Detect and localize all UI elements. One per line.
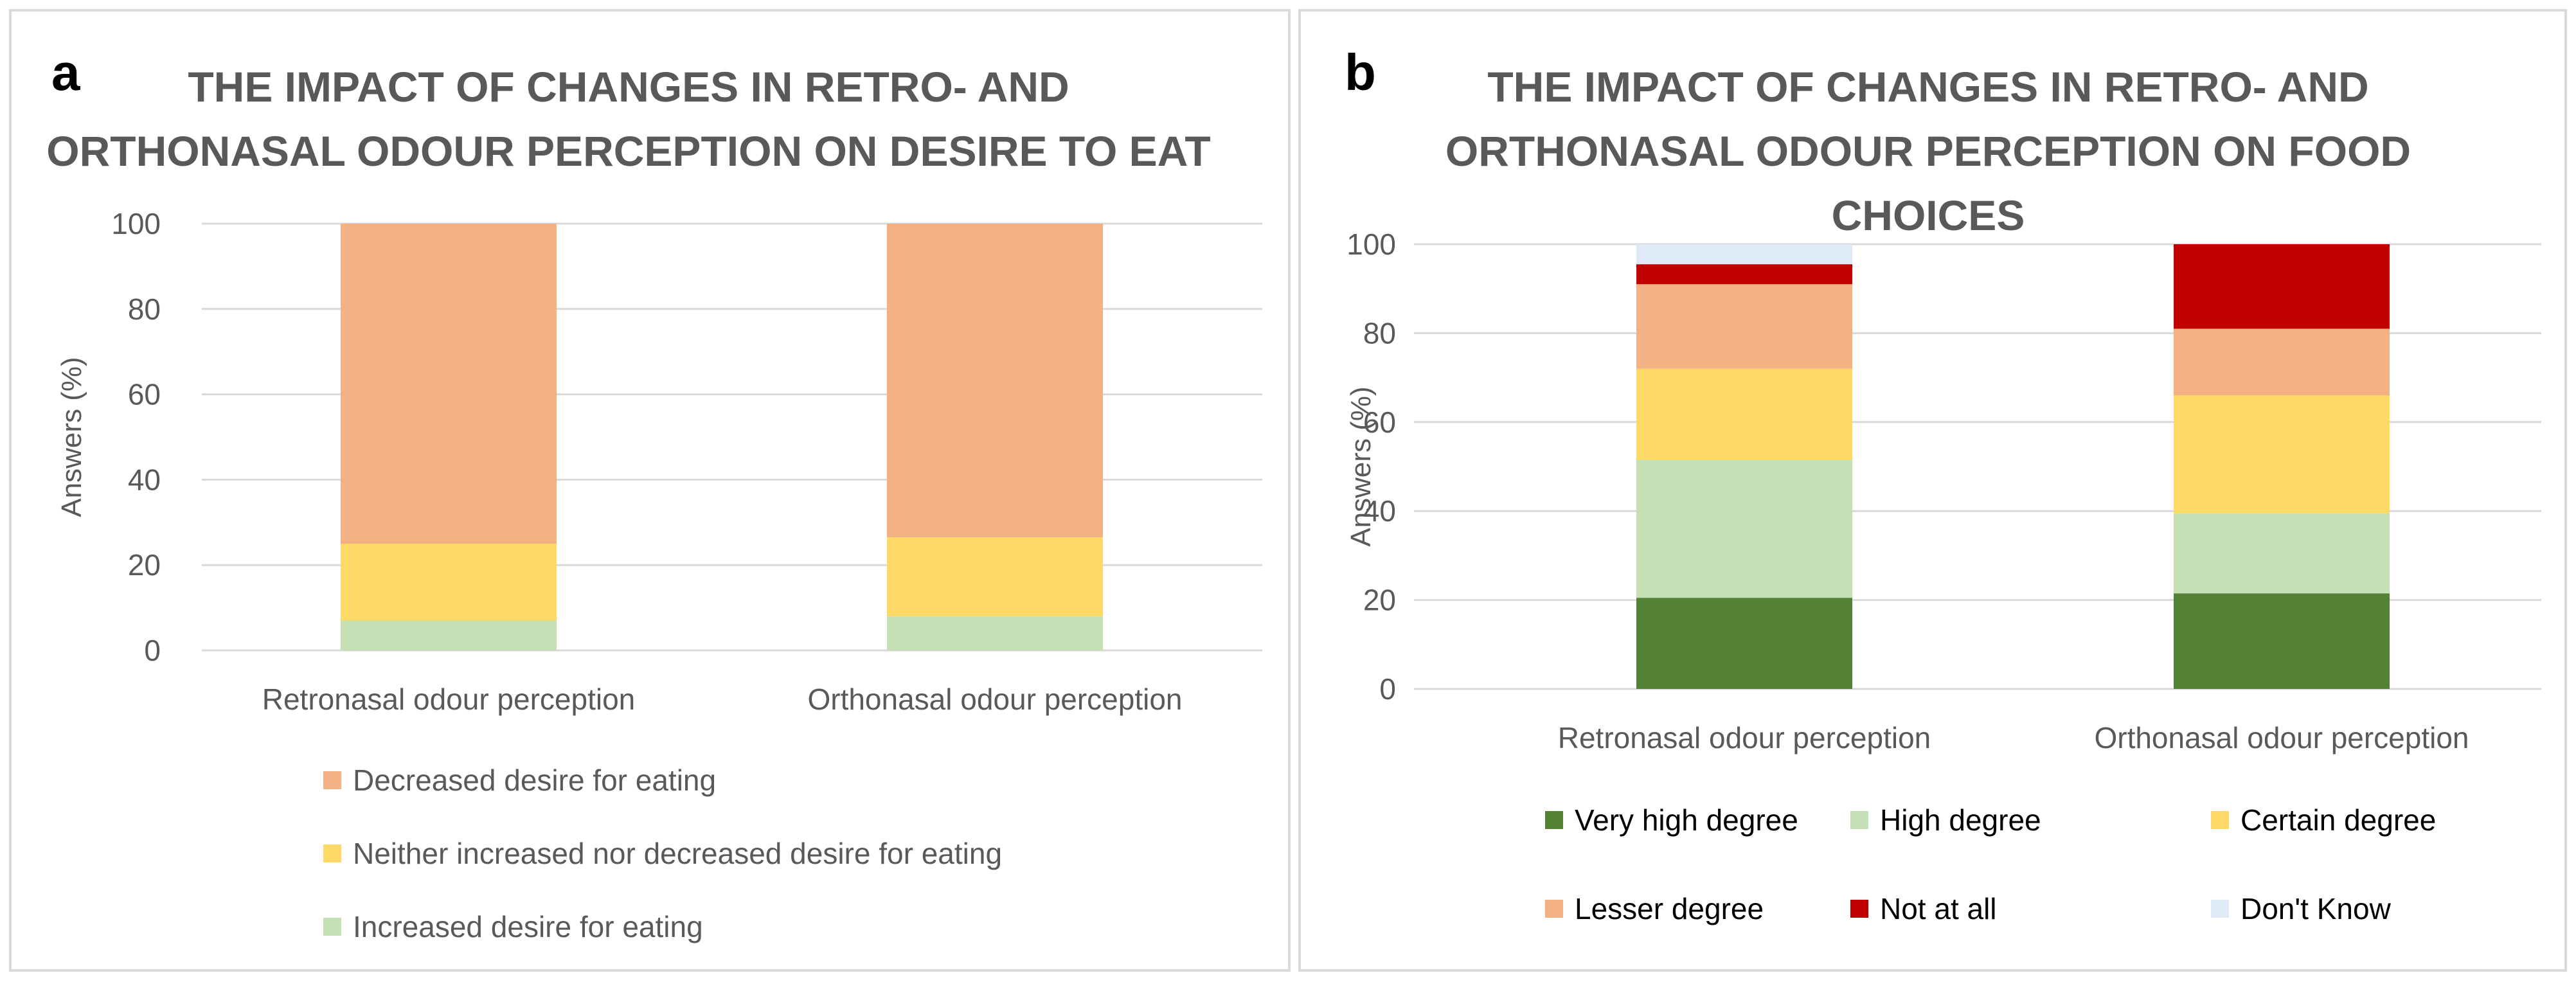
y-tick-label-a-60: 60 bbox=[128, 378, 161, 411]
bar-a-cat1-neither-increased-nor-decreased-desire-for-eating bbox=[341, 544, 557, 621]
legend-label-a-increased-desire-for-eating: Increased desire for eating bbox=[353, 910, 703, 943]
bar-b-cat1-very-high-degree bbox=[1636, 598, 1852, 689]
legend-swatch-a-decreased-desire-for-eating bbox=[323, 771, 341, 789]
y-tick-label-b-80: 80 bbox=[1363, 316, 1396, 350]
legend-swatch-a-increased-desire-for-eating bbox=[323, 918, 341, 936]
bar-a-cat1-increased-desire-for-eating bbox=[341, 620, 557, 650]
x-category-label-a-2: Orthonasal odour perception bbox=[807, 683, 1182, 716]
panel-letter-b: b bbox=[1345, 44, 1376, 101]
chart-title-a-line-1: THE IMPACT OF CHANGES IN RETRO- AND bbox=[188, 63, 1069, 111]
bar-b-cat2-not-at-all bbox=[2174, 244, 2390, 329]
bar-b-cat1-high-degree bbox=[1636, 460, 1852, 598]
legend-label-a-decreased-desire-for-eating: Decreased desire for eating bbox=[353, 763, 716, 797]
x-category-label-b-1: Retronasal odour perception bbox=[1558, 721, 1931, 754]
y-axis-label-b: Answers (%) bbox=[1345, 386, 1377, 546]
bar-b-cat1-certain-degree bbox=[1636, 368, 1852, 460]
legend-label-b-lesser-degree: Lesser degree bbox=[1575, 892, 1764, 925]
bar-b-cat1-not-at-all bbox=[1636, 264, 1852, 285]
chart-title-b-line-3: CHOICES bbox=[1832, 192, 2025, 239]
bar-a-cat2-neither-increased-nor-decreased-desire-for-eating bbox=[887, 537, 1103, 616]
chart-title-b-line-2: ORTHONASAL ODOUR PERCEPTION ON FOOD bbox=[1445, 127, 2411, 175]
y-tick-label-a-40: 40 bbox=[128, 463, 161, 496]
legend-label-b-certain-degree: Certain degree bbox=[2241, 803, 2436, 837]
bar-a-cat2-decreased-desire-for-eating bbox=[887, 224, 1103, 538]
chart-b-svg: b THE IMPACT OF CHANGES IN RETRO- AND ORT… bbox=[1345, 44, 2541, 925]
bar-a-cat2-increased-desire-for-eating bbox=[887, 616, 1103, 650]
bar-b-cat2-high-degree bbox=[2174, 513, 2390, 594]
y-axis-label-a: Answers (%) bbox=[56, 357, 87, 517]
chart-panel-b: b THE IMPACT OF CHANGES IN RETRO- AND ORT… bbox=[1298, 9, 2567, 972]
chart-panel-a: a THE IMPACT OF CHANGES IN RETRO- AND ORT… bbox=[9, 9, 1291, 972]
chart-title-b-line-1: THE IMPACT OF CHANGES IN RETRO- AND bbox=[1487, 63, 2368, 111]
y-tick-label-a-20: 20 bbox=[128, 548, 161, 582]
legend-swatch-b-not-at-all bbox=[1850, 900, 1868, 918]
legend-label-a-neither-increased-nor-decreased-desire-for-eating: Neither increased nor decreased desire f… bbox=[353, 837, 1002, 870]
legend-swatch-b-very-high-degree bbox=[1545, 811, 1563, 829]
x-category-label-b-2: Orthonasal odour perception bbox=[2094, 721, 2469, 754]
y-tick-label-b-60: 60 bbox=[1363, 406, 1396, 439]
y-tick-label-b-20: 20 bbox=[1363, 584, 1396, 617]
y-tick-label-a-100: 100 bbox=[111, 207, 161, 240]
legend-label-b-don-t-know: Don't Know bbox=[2241, 892, 2392, 925]
legend-swatch-b-certain-degree bbox=[2211, 811, 2229, 829]
y-tick-label-a-0: 0 bbox=[144, 634, 161, 667]
bar-b-cat2-very-high-degree bbox=[2174, 593, 2390, 689]
legend-label-b-not-at-all: Not at all bbox=[1880, 892, 1997, 925]
y-tick-label-b-0: 0 bbox=[1379, 672, 1396, 706]
bar-b-cat1-don-t-know bbox=[1636, 244, 1852, 265]
bar-a-cat1-decreased-desire-for-eating bbox=[341, 224, 557, 544]
legend-swatch-b-high-degree bbox=[1850, 811, 1868, 829]
y-tick-label-b-40: 40 bbox=[1363, 494, 1396, 528]
y-tick-label-b-100: 100 bbox=[1346, 228, 1396, 261]
bar-b-cat2-certain-degree bbox=[2174, 395, 2390, 513]
legend-label-b-very-high-degree: Very high degree bbox=[1575, 803, 1798, 837]
panel-letter-a: a bbox=[51, 44, 80, 101]
chart-a-svg: a THE IMPACT OF CHANGES IN RETRO- AND ORT… bbox=[46, 44, 1262, 943]
bar-b-cat1-lesser-degree bbox=[1636, 284, 1852, 369]
legend-swatch-b-don-t-know bbox=[2211, 900, 2229, 918]
y-tick-label-a-80: 80 bbox=[128, 292, 161, 326]
bar-b-cat2-lesser-degree bbox=[2174, 328, 2390, 396]
x-category-label-a-1: Retronasal odour perception bbox=[262, 683, 635, 716]
legend-label-b-high-degree: High degree bbox=[1880, 803, 2041, 837]
legend-swatch-b-lesser-degree bbox=[1545, 900, 1563, 918]
chart-title-a-line-2: ORTHONASAL ODOUR PERCEPTION ON DESIRE TO… bbox=[46, 127, 1211, 175]
legend-swatch-a-neither-increased-nor-decreased-desire-for-eating bbox=[323, 844, 341, 862]
